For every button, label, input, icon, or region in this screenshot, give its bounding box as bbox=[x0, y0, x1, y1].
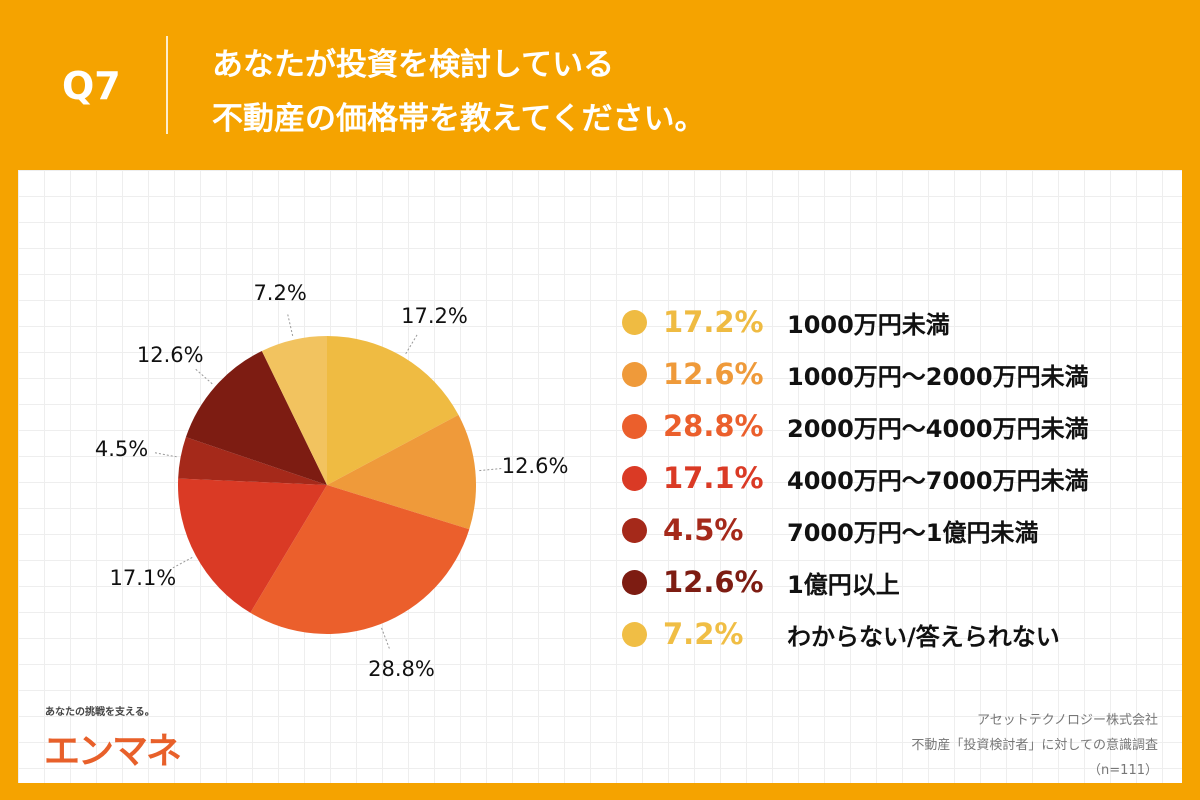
pie-slice bbox=[250, 485, 470, 634]
leader-line bbox=[479, 467, 504, 472]
legend-item: 7.2% わからない/答えられない bbox=[622, 608, 1089, 660]
title-line-1: あなたが投資を検討している bbox=[212, 47, 615, 83]
legend-swatch bbox=[622, 309, 647, 335]
slice-label: 17.1% bbox=[109, 566, 177, 591]
pie-slice bbox=[327, 336, 459, 485]
leader-line bbox=[152, 451, 177, 458]
pie-slice bbox=[178, 437, 327, 485]
legend-label: 1000万円未満 bbox=[787, 310, 950, 339]
legend-item: 12.6% 1億円以上 bbox=[622, 556, 1089, 608]
survey-name: 不動産「投資検討者」に対しての意識調査 bbox=[911, 738, 1158, 753]
legend-label: 7000万円〜1億円未満 bbox=[787, 518, 1039, 547]
legend-label: 2000万円〜4000万円未満 bbox=[787, 414, 1089, 443]
divider bbox=[166, 36, 168, 134]
legend-percent: 12.6% bbox=[663, 357, 764, 391]
legend-percent: 12.6% bbox=[663, 565, 764, 599]
leader-line bbox=[170, 557, 193, 570]
pie-slice bbox=[261, 336, 327, 485]
legend-swatch bbox=[622, 621, 647, 647]
legend-swatch bbox=[622, 465, 647, 491]
legend: 17.2% 1000万円未満 12.6% 1000万円〜2000万円未満 28.8% 20… bbox=[622, 296, 1089, 660]
legend-percent: 17.1% bbox=[663, 461, 764, 495]
legend-percent: 7.2% bbox=[663, 617, 744, 651]
legend-item: 12.6% 1000万円〜2000万円未満 bbox=[622, 348, 1089, 400]
slice-label: 12.6% bbox=[501, 454, 569, 479]
title-line-2: 不動産の価格帯を教えてください。 bbox=[212, 101, 706, 137]
question-title: あなたが投資を検討している 不動産の価格帯を教えてください。 bbox=[212, 38, 706, 146]
legend-label: 4000万円〜7000万円未満 bbox=[787, 466, 1089, 495]
legend-item: 28.8% 2000万円〜4000万円未満 bbox=[622, 400, 1089, 452]
slice-label: 4.5% bbox=[94, 436, 149, 461]
legend-percent: 4.5% bbox=[663, 513, 744, 547]
legend-swatch bbox=[622, 361, 647, 387]
pie-slice bbox=[327, 414, 477, 530]
credit: アセットテクノロジー株式会社 不動産「投資検討者」に対しての意識調査 （n=11… bbox=[911, 708, 1158, 783]
slice-label: 17.2% bbox=[401, 304, 468, 329]
legend-label: 1億円以上 bbox=[787, 570, 900, 599]
slice-label: 28.8% bbox=[368, 657, 435, 682]
legend-label: 1000万円〜2000万円未満 bbox=[787, 362, 1089, 391]
company-name: アセットテクノロジー株式会社 bbox=[977, 713, 1158, 728]
slice-label: 12.6% bbox=[136, 342, 204, 367]
legend-label: わからない/答えられない bbox=[787, 622, 1060, 651]
legend-swatch bbox=[622, 413, 647, 439]
pie-slice bbox=[185, 350, 327, 485]
leader-line bbox=[405, 332, 419, 355]
legend-percent: 28.8% bbox=[663, 409, 764, 443]
slice-label: 7.2% bbox=[253, 281, 307, 306]
legend-percent: 17.2% bbox=[663, 305, 764, 339]
legend-item: 17.2% 1000万円未満 bbox=[622, 296, 1089, 348]
tagline: あなたの挑戦を支える。 bbox=[45, 707, 155, 718]
legend-item: 17.1% 4000万円〜7000万円未満 bbox=[622, 452, 1089, 504]
sample-size: （n=111） bbox=[1088, 763, 1158, 778]
question-number: Q7 bbox=[62, 64, 121, 108]
legend-swatch bbox=[622, 517, 647, 543]
leader-line bbox=[286, 312, 294, 337]
leader-line bbox=[381, 627, 391, 651]
brand-logo: エンマネ bbox=[44, 731, 182, 772]
legend-swatch bbox=[622, 569, 647, 595]
pie-slice bbox=[177, 478, 327, 613]
legend-item: 4.5% 7000万円〜1億円未満 bbox=[622, 504, 1089, 556]
leader-line bbox=[193, 367, 213, 385]
